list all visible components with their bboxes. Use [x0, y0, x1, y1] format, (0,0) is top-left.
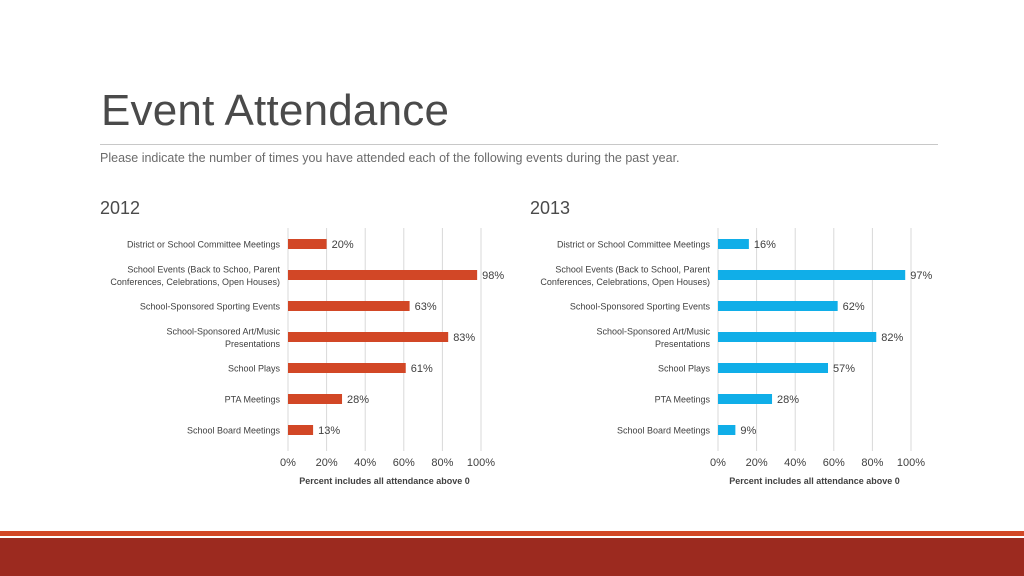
footer-accent-line: [0, 531, 1024, 536]
bar: [288, 270, 478, 280]
category-label-line: School Events (Back to School, Parent: [555, 264, 710, 274]
category-label: School Board Meetings: [187, 426, 281, 436]
data-label: 28%: [347, 394, 369, 406]
tick-label: 40%: [354, 457, 376, 469]
category-label: School-Sponsored Sporting Events: [140, 302, 281, 312]
data-label: 63%: [415, 301, 437, 313]
data-label: 97%: [910, 270, 932, 282]
tick-label: 60%: [823, 457, 845, 469]
category-label-line: School Board Meetings: [187, 426, 281, 436]
category-label-line: Presentations: [655, 339, 711, 349]
chart-2013: 16% District or School Committee Meetings…: [540, 228, 932, 486]
category-label-line: School-Sponsored Sporting Events: [140, 302, 281, 312]
category-label-line: PTA Meetings: [225, 395, 281, 405]
bar: [718, 301, 838, 311]
data-label: 98%: [482, 270, 504, 282]
bar: [288, 239, 327, 249]
tick-label: 20%: [316, 457, 338, 469]
chart-2012-title: 2012: [100, 198, 141, 218]
data-label: 16%: [754, 239, 776, 251]
category-label: School Plays: [658, 364, 711, 374]
tick-label: 80%: [861, 457, 883, 469]
title-divider: [100, 144, 938, 145]
chart-2012: 20% District or School Committee Meetings…: [110, 228, 504, 486]
bar: [718, 425, 736, 435]
axis-title: Percent includes all attendance above 0: [299, 476, 470, 486]
data-label: 82%: [881, 332, 903, 344]
bar: [718, 394, 773, 404]
category-label: District or School Committee Meetings: [557, 240, 711, 250]
bar: [288, 394, 343, 404]
bar: [288, 332, 449, 342]
tick-label: 20%: [746, 457, 768, 469]
bar: [288, 301, 410, 311]
category-label-line: School-Sponsored Art/Music: [596, 326, 710, 336]
bar: [718, 270, 906, 280]
category-label-line: School-Sponsored Sporting Events: [570, 302, 711, 312]
data-label: 13%: [318, 425, 340, 437]
bar: [288, 363, 406, 373]
slide-title: Event Attendance: [101, 86, 450, 135]
tick-label: 0%: [710, 457, 726, 469]
bar: [718, 332, 877, 342]
category-label-line: Conferences, Celebrations, Open Houses): [110, 277, 280, 287]
category-label: PTA Meetings: [655, 395, 711, 405]
axis-title: Percent includes all attendance above 0: [729, 476, 900, 486]
slide-subtitle: Please indicate the number of times you …: [100, 151, 680, 165]
tick-label: 80%: [431, 457, 453, 469]
tick-label: 40%: [784, 457, 806, 469]
category-label-line: School Events (Back to Schoo, Parent: [127, 264, 280, 274]
data-label: 83%: [453, 332, 475, 344]
category-label-line: PTA Meetings: [655, 395, 711, 405]
category-label-line: School-Sponsored Art/Music: [166, 326, 280, 336]
data-label: 20%: [332, 239, 354, 251]
category-label: School Events (Back to School, Parent Con…: [540, 264, 710, 287]
category-label: School Board Meetings: [617, 426, 711, 436]
data-label: 57%: [833, 363, 855, 375]
tick-label: 0%: [280, 457, 296, 469]
category-label-line: Presentations: [225, 339, 281, 349]
category-label: District or School Committee Meetings: [127, 240, 281, 250]
category-label-line: School Board Meetings: [617, 426, 711, 436]
category-label: School Events (Back to Schoo, Parent Conf…: [110, 264, 280, 287]
category-label: School Plays: [228, 364, 281, 374]
category-label-line: Conferences, Celebrations, Open Houses): [540, 277, 710, 287]
data-label: 61%: [411, 363, 433, 375]
footer-band: [0, 538, 1024, 576]
category-label: School-Sponsored Art/Music Presentations: [596, 326, 710, 349]
bar: [718, 239, 749, 249]
category-label: School-Sponsored Art/Music Presentations: [166, 326, 280, 349]
data-label: 9%: [740, 425, 756, 437]
category-label-line: District or School Committee Meetings: [557, 240, 711, 250]
bar: [288, 425, 314, 435]
chart-2013-title: 2013: [530, 198, 571, 218]
data-label: 62%: [843, 301, 865, 313]
category-label: School-Sponsored Sporting Events: [570, 302, 711, 312]
category-label: PTA Meetings: [225, 395, 281, 405]
tick-label: 100%: [897, 457, 925, 469]
bar: [718, 363, 829, 373]
tick-label: 60%: [393, 457, 415, 469]
category-label-line: School Plays: [658, 364, 711, 374]
data-label: 28%: [777, 394, 799, 406]
tick-label: 100%: [467, 457, 495, 469]
category-label-line: District or School Committee Meetings: [127, 240, 281, 250]
category-label-line: School Plays: [228, 364, 281, 374]
